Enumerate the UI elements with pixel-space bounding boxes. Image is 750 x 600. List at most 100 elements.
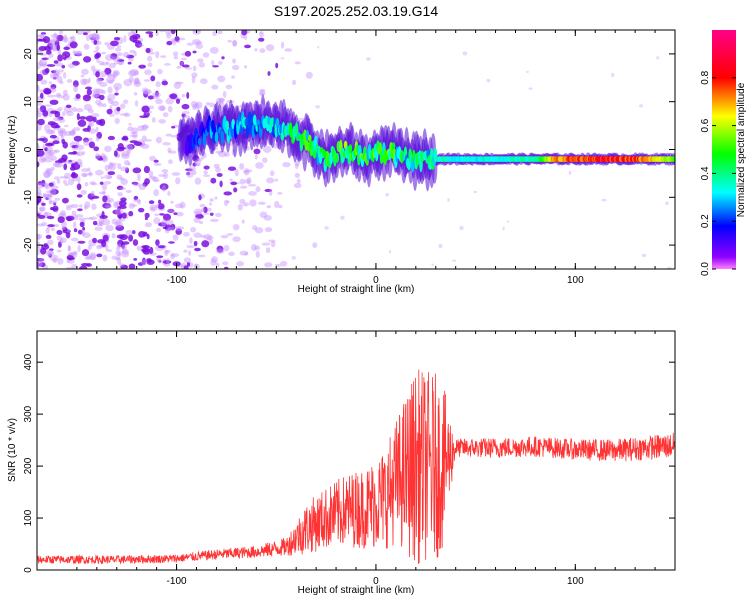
noise-blob xyxy=(201,240,210,248)
noise-blob xyxy=(194,102,200,110)
ridge-core xyxy=(211,119,215,133)
noise-blob xyxy=(171,126,176,129)
noise-blob xyxy=(282,161,291,168)
noise-blob xyxy=(97,102,104,108)
noise-blob xyxy=(47,121,56,126)
noise-blob xyxy=(144,178,150,185)
noise-blob xyxy=(190,100,198,108)
noise-blob xyxy=(99,181,104,185)
noise-blob xyxy=(269,170,275,177)
noise-blob xyxy=(113,150,118,157)
noise-blob xyxy=(178,37,186,41)
noise-blob xyxy=(234,169,239,177)
noise-blob xyxy=(232,58,236,64)
noise-blob xyxy=(199,78,208,85)
noise-blob xyxy=(131,230,136,235)
noise-blob xyxy=(140,143,150,149)
noise-blob xyxy=(157,105,166,111)
x-tick-label: -100 xyxy=(167,275,187,286)
noise-blob xyxy=(186,262,191,267)
noise-blob xyxy=(167,226,175,231)
noise-blob xyxy=(60,210,67,217)
noise-blob xyxy=(239,250,249,256)
noise-blob xyxy=(119,177,125,181)
ridge-core xyxy=(202,131,207,147)
noise-blob xyxy=(192,170,197,175)
noise-blob xyxy=(58,241,62,248)
noise-blob xyxy=(62,55,66,58)
ridge-core xyxy=(245,124,250,137)
noise-blob xyxy=(72,50,76,55)
noise-blob xyxy=(116,174,123,180)
noise-blob xyxy=(192,39,201,46)
noise-blob xyxy=(263,214,272,221)
noise-blob xyxy=(47,142,55,146)
noise-blob xyxy=(91,113,100,118)
noise-blob xyxy=(53,77,57,80)
snr-x-label: Height of straight line (km) xyxy=(298,585,415,596)
noise-blob xyxy=(129,49,136,54)
noise-blob xyxy=(155,30,159,37)
noise-blob xyxy=(74,214,84,218)
noise-blob xyxy=(164,227,170,234)
noise-blob xyxy=(274,200,280,208)
noise-blob xyxy=(209,212,214,216)
noise-blob xyxy=(191,76,196,84)
noise-blob xyxy=(141,124,148,131)
noise-blob xyxy=(65,206,72,211)
noise-blob xyxy=(50,227,56,232)
noise-blob xyxy=(218,150,227,158)
noise-blob xyxy=(118,60,124,66)
noise-blob xyxy=(54,72,61,76)
noise-blob xyxy=(52,161,61,168)
noise-blob xyxy=(123,35,127,43)
noise-blob xyxy=(104,145,112,153)
noise-blob xyxy=(119,103,126,109)
noise-blob xyxy=(73,80,79,88)
noise-blob xyxy=(107,171,116,176)
noise-blob xyxy=(199,220,204,225)
noise-blob xyxy=(264,226,273,233)
noise-blob xyxy=(141,247,150,253)
noise-blob xyxy=(294,161,300,167)
noise-blob xyxy=(150,206,156,211)
colorbar: 0.0 0.2 0.4 0.6 0.8 Normalized spectral ampl… xyxy=(700,30,747,276)
noise-blob xyxy=(96,131,103,139)
noise-blob xyxy=(39,262,46,268)
noise-blob xyxy=(114,92,119,96)
noise-blob xyxy=(183,257,192,264)
noise-blob xyxy=(203,170,208,175)
ridge-core xyxy=(391,142,396,151)
noise-blob xyxy=(40,32,47,35)
noise-blob xyxy=(136,37,144,43)
noise-blob xyxy=(61,138,66,145)
noise-blob xyxy=(148,170,154,178)
noise-blob xyxy=(175,228,183,235)
noise-blob xyxy=(82,226,86,231)
noise-blob xyxy=(134,198,141,202)
noise-blob xyxy=(75,93,81,99)
noise-blob xyxy=(176,228,182,232)
noise-blob xyxy=(179,201,186,209)
noise-blob xyxy=(250,243,257,251)
noise-blob xyxy=(155,98,163,105)
noise-blob xyxy=(90,35,95,44)
noise-blob xyxy=(76,152,80,156)
noise-blob xyxy=(134,100,139,107)
noise-blob xyxy=(71,177,79,182)
noise-blob xyxy=(175,98,181,104)
noise-blob xyxy=(447,198,450,202)
y-tick-label: 200 xyxy=(23,457,34,474)
noise-blob xyxy=(131,127,139,134)
noise-blob xyxy=(121,241,130,245)
noise-blob xyxy=(145,47,151,54)
noise-blob xyxy=(146,55,153,62)
noise-blob xyxy=(70,237,79,242)
noise-blob xyxy=(116,221,121,226)
noise-blob xyxy=(146,233,150,240)
noise-blob xyxy=(99,81,108,88)
spectrogram-y-axis: -20 -10 0 10 20 xyxy=(23,48,675,252)
noise-blob xyxy=(97,157,104,161)
noise-blob xyxy=(65,266,75,269)
noise-blob xyxy=(173,212,178,216)
